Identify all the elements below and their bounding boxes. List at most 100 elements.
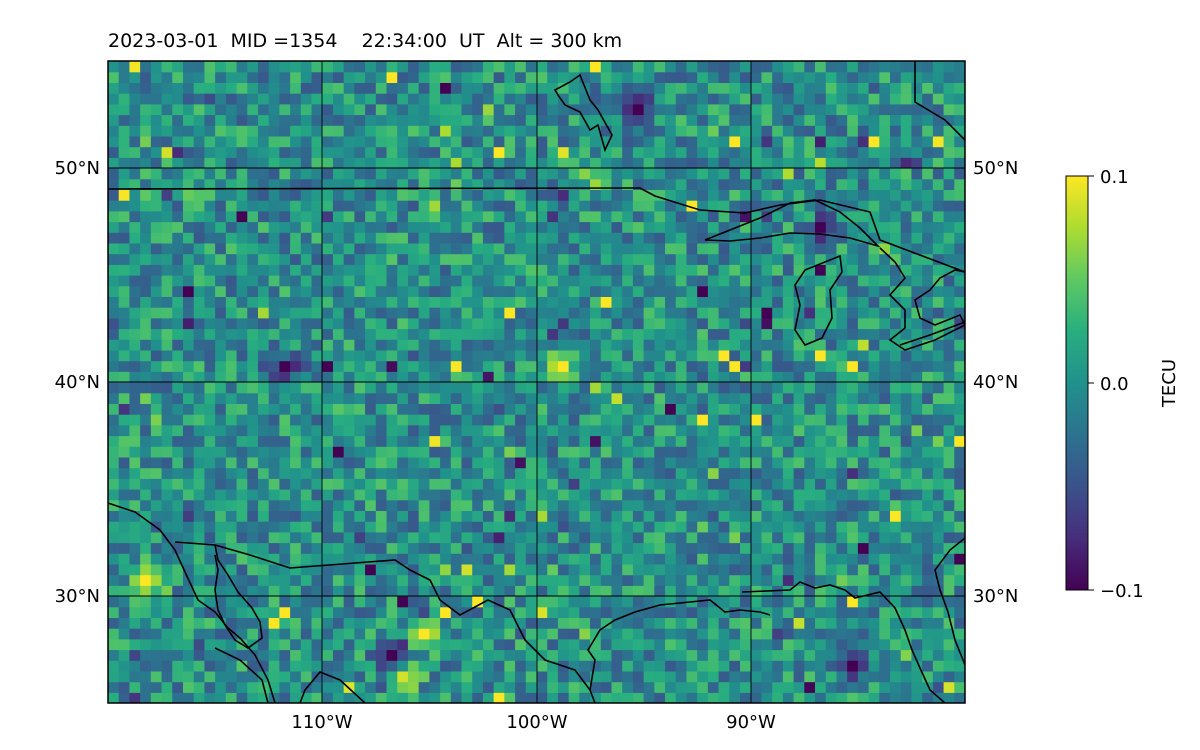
heatmap-cell: [332, 606, 345, 618]
heatmap-cell: [193, 200, 206, 212]
heatmap-cell: [397, 349, 409, 362]
heatmap-cell: [429, 542, 441, 554]
heatmap-cell: [322, 339, 334, 351]
heatmap-cell: [279, 146, 291, 158]
heatmap-cell: [461, 232, 473, 244]
heatmap-cell: [943, 596, 955, 608]
heatmap-cell: [772, 628, 784, 640]
heatmap-cell: [782, 660, 795, 672]
heatmap-cell: [236, 382, 248, 394]
heatmap-cell: [611, 317, 623, 330]
heatmap-cell: [290, 649, 302, 661]
heatmap-cell: [707, 125, 720, 137]
heatmap-cell: [450, 371, 463, 383]
heatmap-cell: [761, 82, 773, 94]
heatmap-cell: [461, 467, 473, 479]
heatmap-cell: [300, 563, 313, 576]
heatmap-cell: [493, 521, 505, 533]
y-tick-label-left: 30°N: [55, 586, 100, 607]
heatmap-cell: [247, 456, 259, 469]
heatmap-cell: [740, 638, 752, 651]
heatmap-cell: [665, 178, 677, 190]
heatmap-cell: [386, 553, 398, 565]
heatmap-cell: [890, 499, 902, 511]
heatmap-cell: [718, 670, 730, 683]
heatmap-cell: [397, 232, 409, 244]
heatmap-cell: [590, 82, 602, 94]
heatmap-cell: [750, 114, 763, 126]
heatmap-cell: [440, 499, 452, 511]
heatmap-cell: [493, 531, 505, 544]
heatmap-cell: [311, 71, 323, 83]
heatmap-cell: [943, 307, 955, 319]
heatmap-cell: [300, 660, 313, 672]
heatmap-cell: [236, 360, 248, 372]
heatmap-cell: [290, 628, 302, 640]
heatmap-cell: [311, 596, 323, 608]
heatmap-cell: [482, 478, 495, 490]
heatmap-cell: [386, 670, 398, 683]
heatmap-cell: [204, 670, 216, 683]
heatmap-cell: [515, 446, 527, 458]
heatmap-cell: [504, 435, 516, 447]
heatmap-cell: [300, 456, 313, 469]
heatmap-cell: [311, 574, 323, 586]
heatmap-cell: [140, 114, 152, 126]
heatmap-cell: [525, 125, 538, 137]
heatmap-cell: [407, 307, 420, 319]
heatmap-cell: [782, 382, 795, 394]
heatmap-cell: [108, 232, 120, 244]
heatmap-cell: [515, 232, 527, 244]
heatmap-cell: [140, 82, 152, 94]
heatmap-cell: [365, 157, 377, 169]
heatmap-cell: [150, 317, 163, 330]
heatmap-cell: [354, 371, 366, 383]
heatmap-cell: [172, 542, 184, 554]
heatmap-cell: [440, 478, 452, 490]
heatmap-cell: [375, 253, 388, 265]
heatmap-cell: [900, 103, 913, 116]
heatmap-cell: [225, 371, 238, 383]
heatmap-cell: [590, 125, 602, 137]
heatmap-cell: [182, 114, 195, 126]
heatmap-cell: [311, 307, 323, 319]
heatmap-cell: [697, 392, 709, 404]
heatmap-cell: [515, 221, 527, 233]
heatmap-cell: [311, 446, 323, 458]
heatmap-cell: [611, 103, 623, 116]
heatmap-cell: [665, 478, 677, 490]
heatmap-cell: [772, 82, 784, 94]
heatmap-cell: [579, 125, 591, 137]
heatmap-cell: [611, 692, 623, 703]
heatmap-cell: [215, 585, 227, 597]
heatmap-cell: [118, 168, 131, 180]
heatmap-cell: [879, 349, 891, 362]
heatmap-cell: [932, 596, 945, 608]
heatmap-cell: [675, 414, 688, 426]
heatmap-cell: [868, 275, 880, 287]
heatmap-cell: [536, 467, 548, 479]
heatmap-cell: [108, 456, 120, 469]
heatmap-cell: [632, 596, 645, 608]
heatmap-cell: [954, 489, 965, 501]
heatmap-cell: [611, 521, 623, 533]
heatmap-cell: [911, 125, 923, 137]
heatmap-cell: [386, 157, 398, 169]
heatmap-cell: [579, 435, 591, 447]
heatmap-cell: [879, 617, 891, 629]
heatmap-cell: [611, 424, 623, 437]
heatmap-cell: [247, 135, 259, 148]
heatmap-cell: [140, 189, 152, 201]
heatmap-cell: [686, 574, 698, 586]
heatmap-cell: [322, 93, 334, 105]
heatmap-cell: [343, 317, 355, 330]
heatmap-cell: [375, 135, 388, 148]
heatmap-cell: [868, 125, 880, 137]
heatmap-cell: [504, 596, 516, 608]
heatmap-cell: [643, 456, 655, 469]
heatmap-cell: [322, 114, 334, 126]
heatmap-cell: [118, 189, 131, 201]
heatmap-cell: [375, 403, 388, 415]
heatmap-cell: [622, 168, 634, 180]
